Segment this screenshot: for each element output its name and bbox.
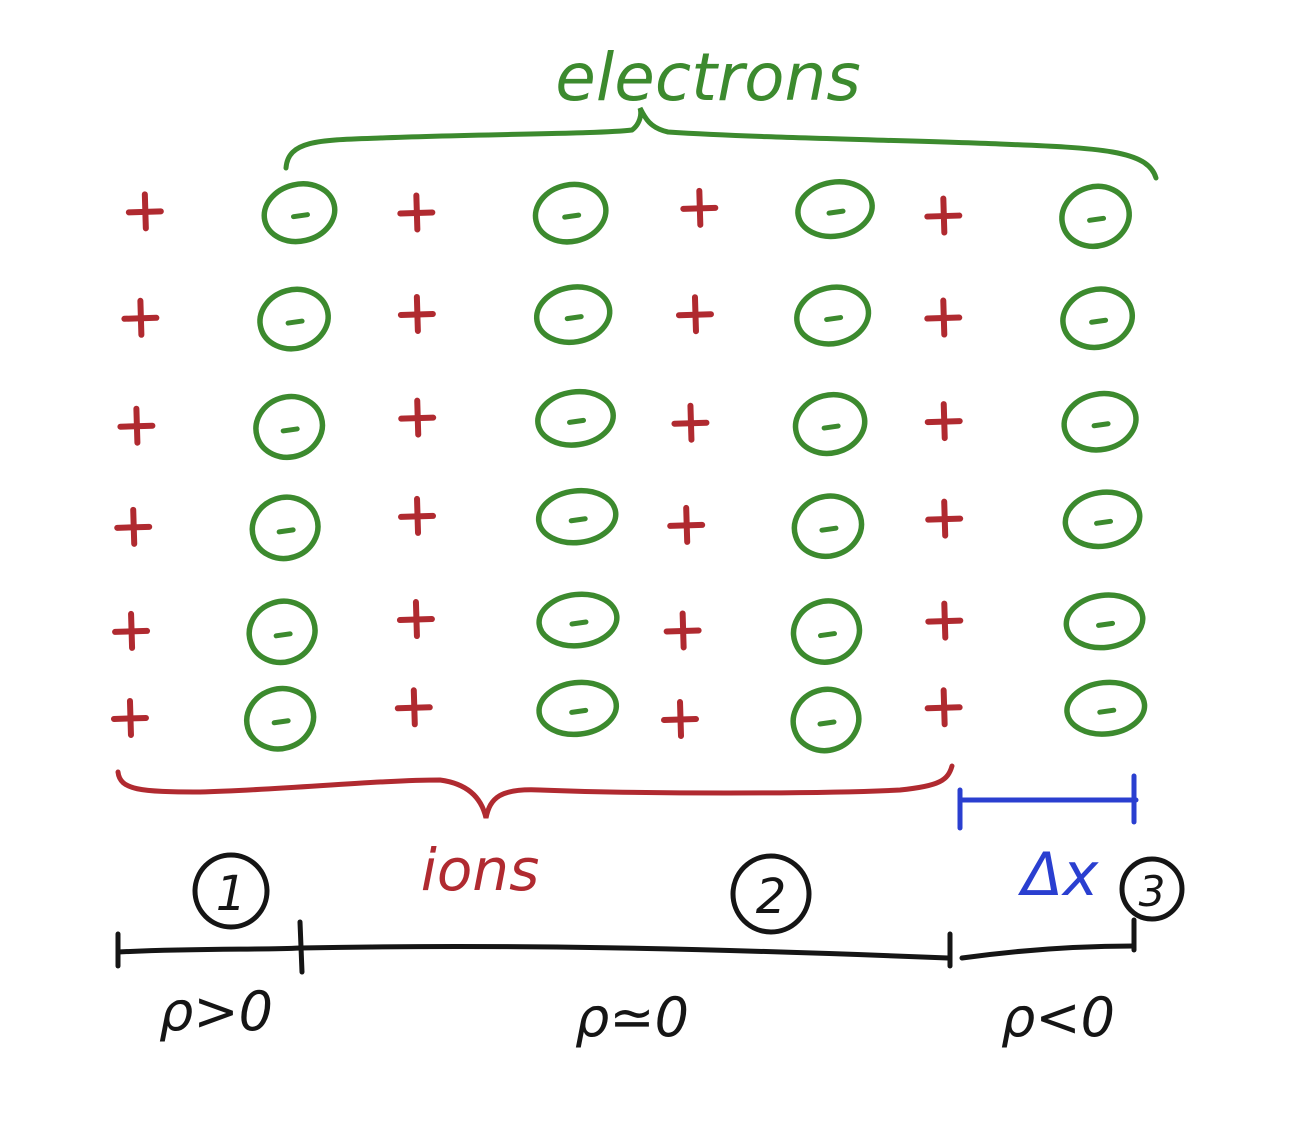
ion-plus-sign [398, 495, 437, 536]
svg-text:3: 3 [1139, 867, 1166, 916]
ion-plus-sign [398, 397, 437, 438]
electron-circle [532, 181, 609, 245]
electron-circle [535, 388, 616, 448]
ion-plus-sign [924, 401, 963, 442]
rho-zero-label: ρ≃0 [575, 986, 689, 1049]
ion-plus-sign [667, 504, 706, 545]
electron-circle [1062, 489, 1143, 550]
region-1-marker: 1 [192, 852, 270, 930]
electron-circle [794, 284, 872, 347]
electron-circle [795, 179, 875, 240]
electron-circle [792, 391, 868, 457]
ion-plus-sign [671, 402, 710, 443]
electron-circle [257, 286, 331, 352]
electron-circle [1061, 390, 1139, 453]
electron-circle [790, 686, 862, 754]
ion-plus-sign [397, 192, 436, 233]
electrons-label: electrons [555, 39, 860, 116]
electron-circle [246, 598, 318, 666]
ion-plus-sign [394, 687, 433, 728]
ions-brace [115, 763, 955, 819]
ion-plus-sign [925, 600, 964, 641]
rho-negative-label: ρ<0 [1001, 986, 1115, 1049]
electrons-layer [244, 179, 1148, 754]
ion-plus-sign [661, 698, 700, 739]
delta-x-label: Δx [1018, 840, 1099, 910]
electron-circle [244, 685, 317, 752]
ion-plus-sign [924, 687, 963, 728]
position-axis [115, 917, 1137, 975]
ion-plus-sign [117, 405, 156, 446]
electron-circle [1059, 183, 1132, 250]
ion-plus-sign [110, 697, 149, 738]
ion-plus-sign [924, 195, 963, 236]
electron-circle [535, 487, 619, 546]
ion-plus-sign [924, 297, 963, 338]
delta-x-bracket [957, 773, 1139, 831]
electron-circle [261, 181, 338, 245]
electron-circle [533, 284, 613, 346]
ion-plus-sign [680, 187, 719, 228]
svg-text:2: 2 [756, 869, 787, 925]
ion-plus-sign [925, 498, 964, 539]
ion-plus-sign [112, 610, 151, 651]
ion-plus-sign [396, 599, 435, 640]
svg-text:1: 1 [216, 866, 247, 922]
ion-plus-sign [663, 610, 702, 651]
electron-circle [253, 393, 326, 461]
electron-circle [1063, 592, 1146, 651]
ions-label: ions [421, 836, 540, 904]
ion-plus-sign [397, 293, 436, 334]
electron-circle [536, 679, 620, 738]
electron-circle [1064, 679, 1148, 737]
ion-plus-sign [114, 506, 153, 547]
ion-plus-sign [121, 297, 160, 338]
region-3-marker: 3 [1119, 856, 1185, 922]
region-2-marker: 2 [730, 853, 812, 935]
ion-plus-sign [125, 191, 164, 232]
ions-layer [110, 187, 964, 739]
ion-plus-sign [675, 294, 714, 335]
electron-circle [790, 598, 863, 665]
electron-circle [1060, 286, 1135, 351]
electron-circle [249, 494, 321, 562]
electron-circle [791, 493, 865, 560]
electrons-brace [283, 106, 1159, 181]
electron-circle [536, 591, 620, 649]
rho-positive-label: ρ>0 [159, 980, 273, 1043]
